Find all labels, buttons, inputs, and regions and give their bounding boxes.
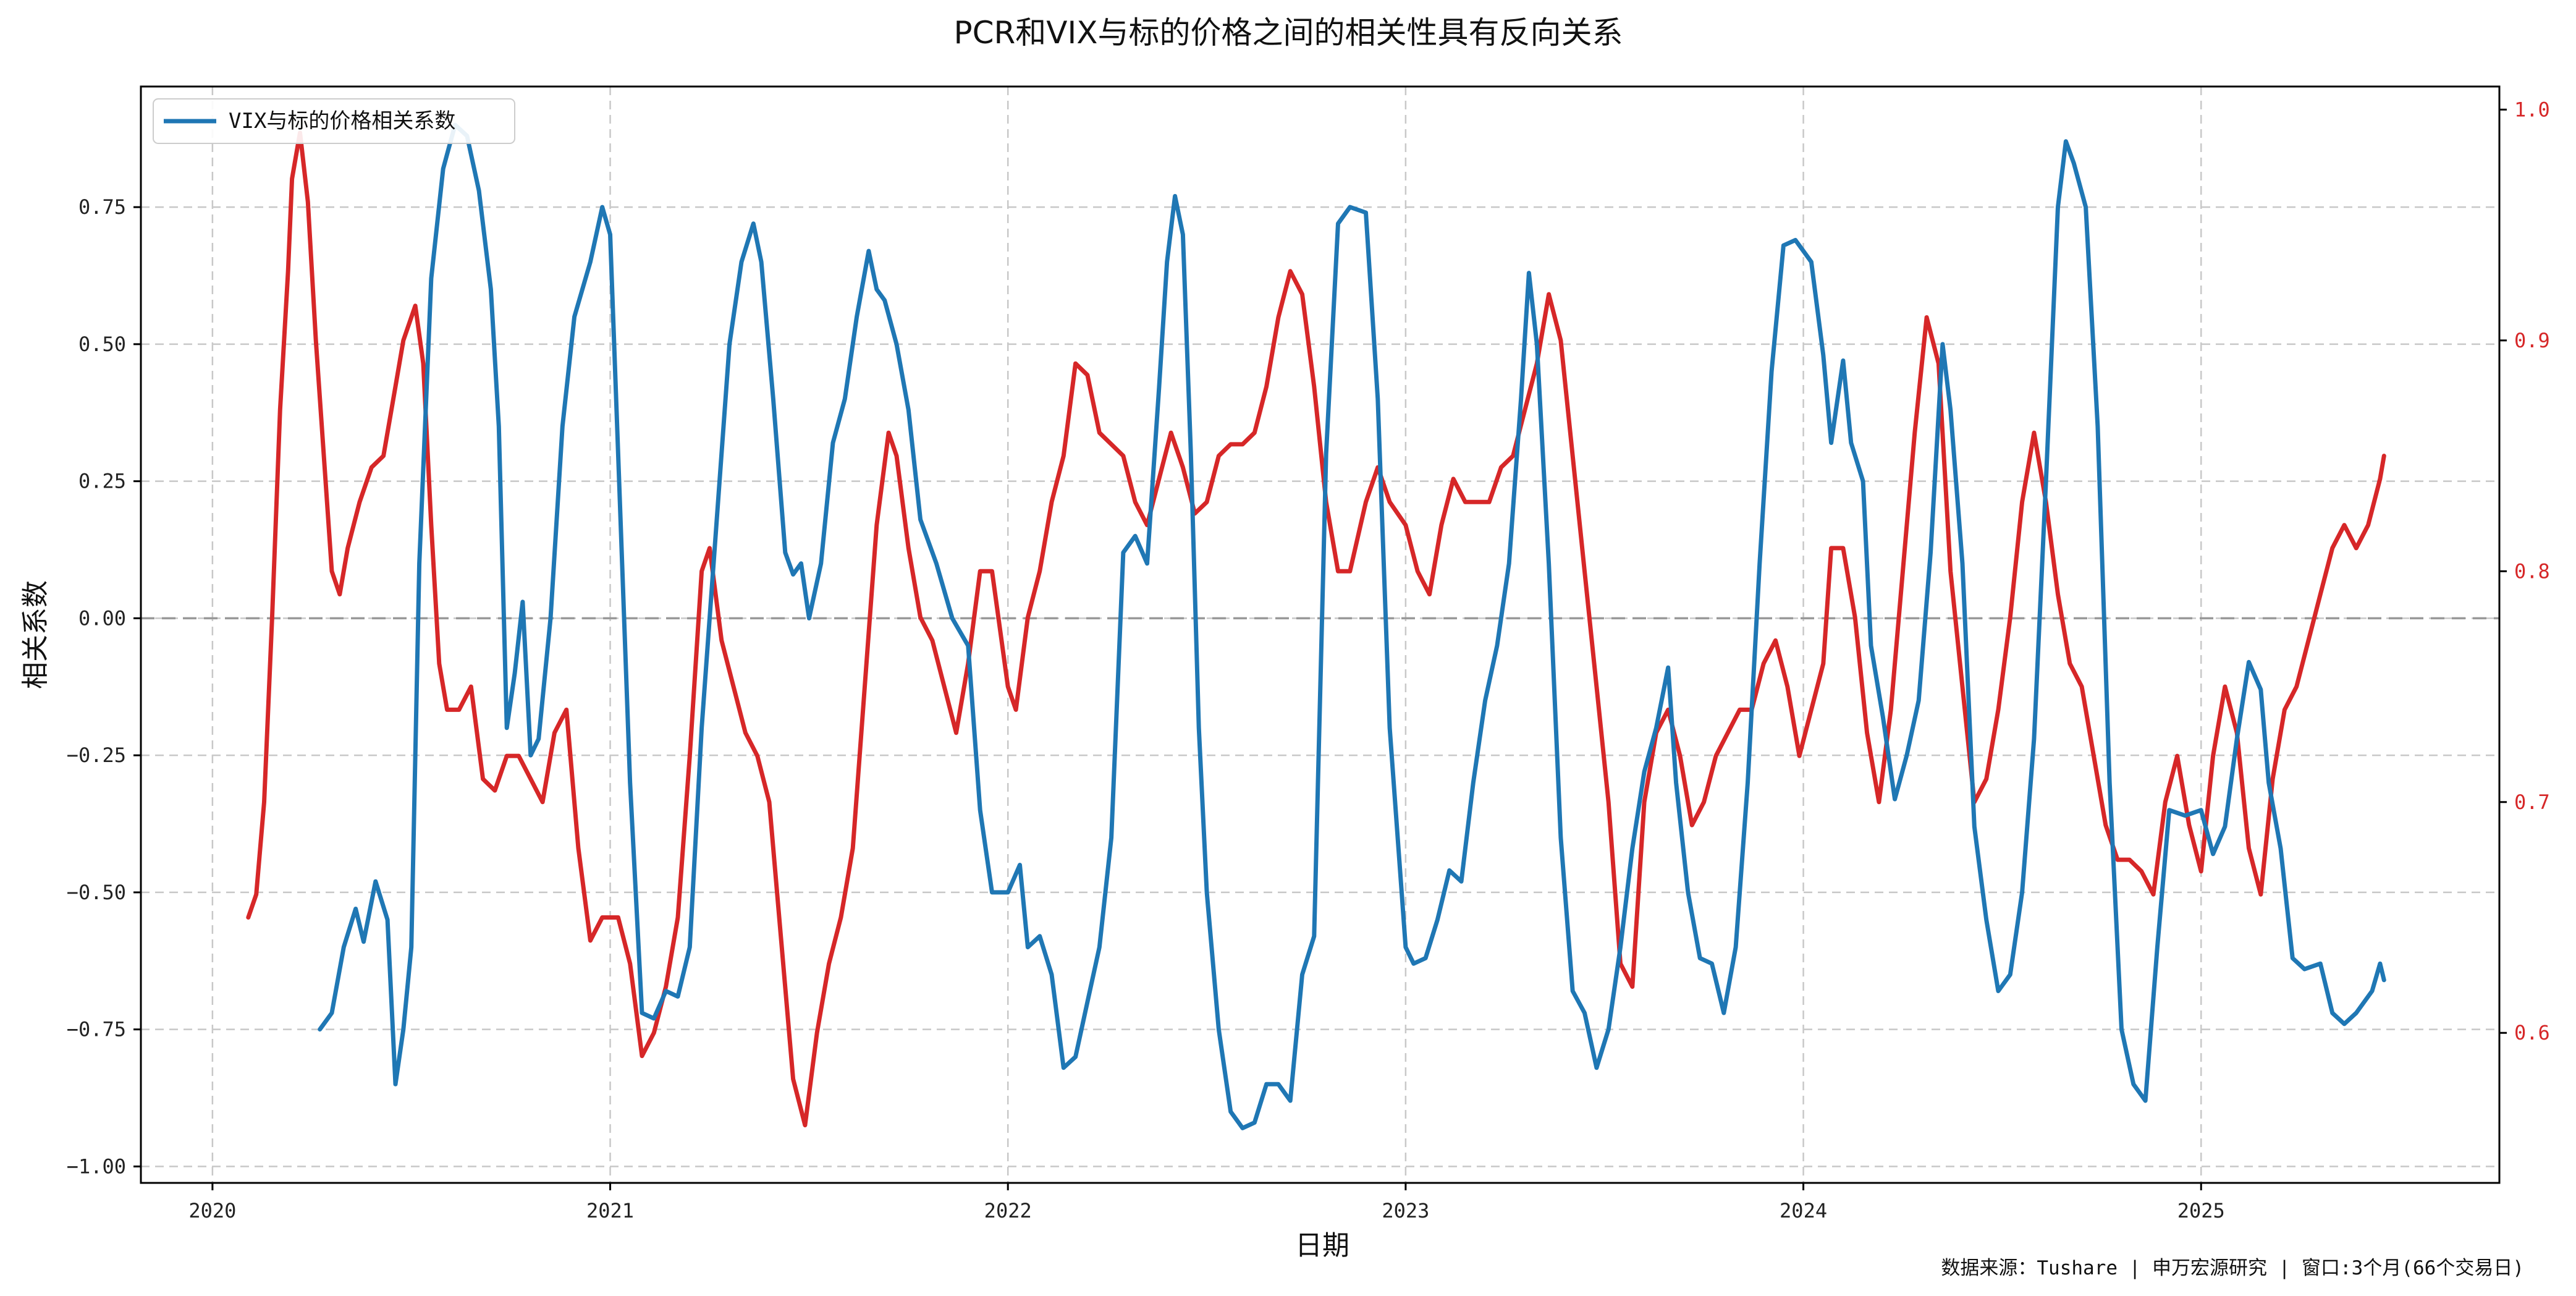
legend-box [153,98,515,144]
plot-frame [140,85,2501,1184]
y-right-tick-label: 0.7 [2514,790,2550,814]
series-line-vix [318,122,2386,1130]
series-line-pcr [246,130,2386,1128]
x-tick-label: 2022 [984,1199,1032,1222]
y-left-tick-label: −1.00 [67,1154,126,1178]
x-tick-label: 2023 [1382,1199,1429,1222]
y-right-tick-label: 0.9 [2514,329,2550,352]
y-axis-label: 相关系数 [20,580,51,689]
x-tick-label: 2021 [586,1199,634,1222]
x-tick-label: 2020 [188,1199,236,1222]
y-left-tick-label: −0.50 [67,881,126,904]
y-left-tick-label: −0.75 [67,1018,126,1041]
chart-title: PCR和VIX与标的价格之间的相关性具有反向关系 [953,15,1623,51]
y-left-tick-label: 0.75 [78,195,126,219]
y-left-tick-label: 0.25 [78,470,126,493]
x-tick-label: 2024 [1780,1199,1827,1222]
x-tick-label: 2025 [2177,1199,2225,1222]
y-left-tick-label: 0.50 [78,332,126,356]
x-axis-label: 日期 [1295,1230,1349,1261]
y-axis-left-ticks: 0.75 0.50 0.25 0.00 −0.25 −0.50 −0.75 −1.00 [67,195,141,1178]
series-layer [246,122,2386,1130]
legend-label-vix: VIX与标的价格相关系数 [229,109,455,133]
y-right-tick-label: 0.6 [2514,1021,2550,1044]
y-axis-right-ticks: 1.0 0.9 0.8 0.7 0.6 [2499,98,2550,1044]
x-axis-ticks: 2020 2021 2022 2023 2024 2025 [188,1183,2225,1222]
source-note: 数据来源：Tushare | 申万宏源研究 | 窗口:3个月(66个交易日) [1941,1257,2524,1279]
legend: VIX与标的价格相关系数 [153,98,515,144]
y-right-tick-label: 0.8 [2514,559,2550,583]
y-left-tick-label: 0.00 [78,606,126,630]
y-right-tick-label: 1.0 [2514,98,2550,121]
y-left-tick-label: −0.25 [67,743,126,767]
